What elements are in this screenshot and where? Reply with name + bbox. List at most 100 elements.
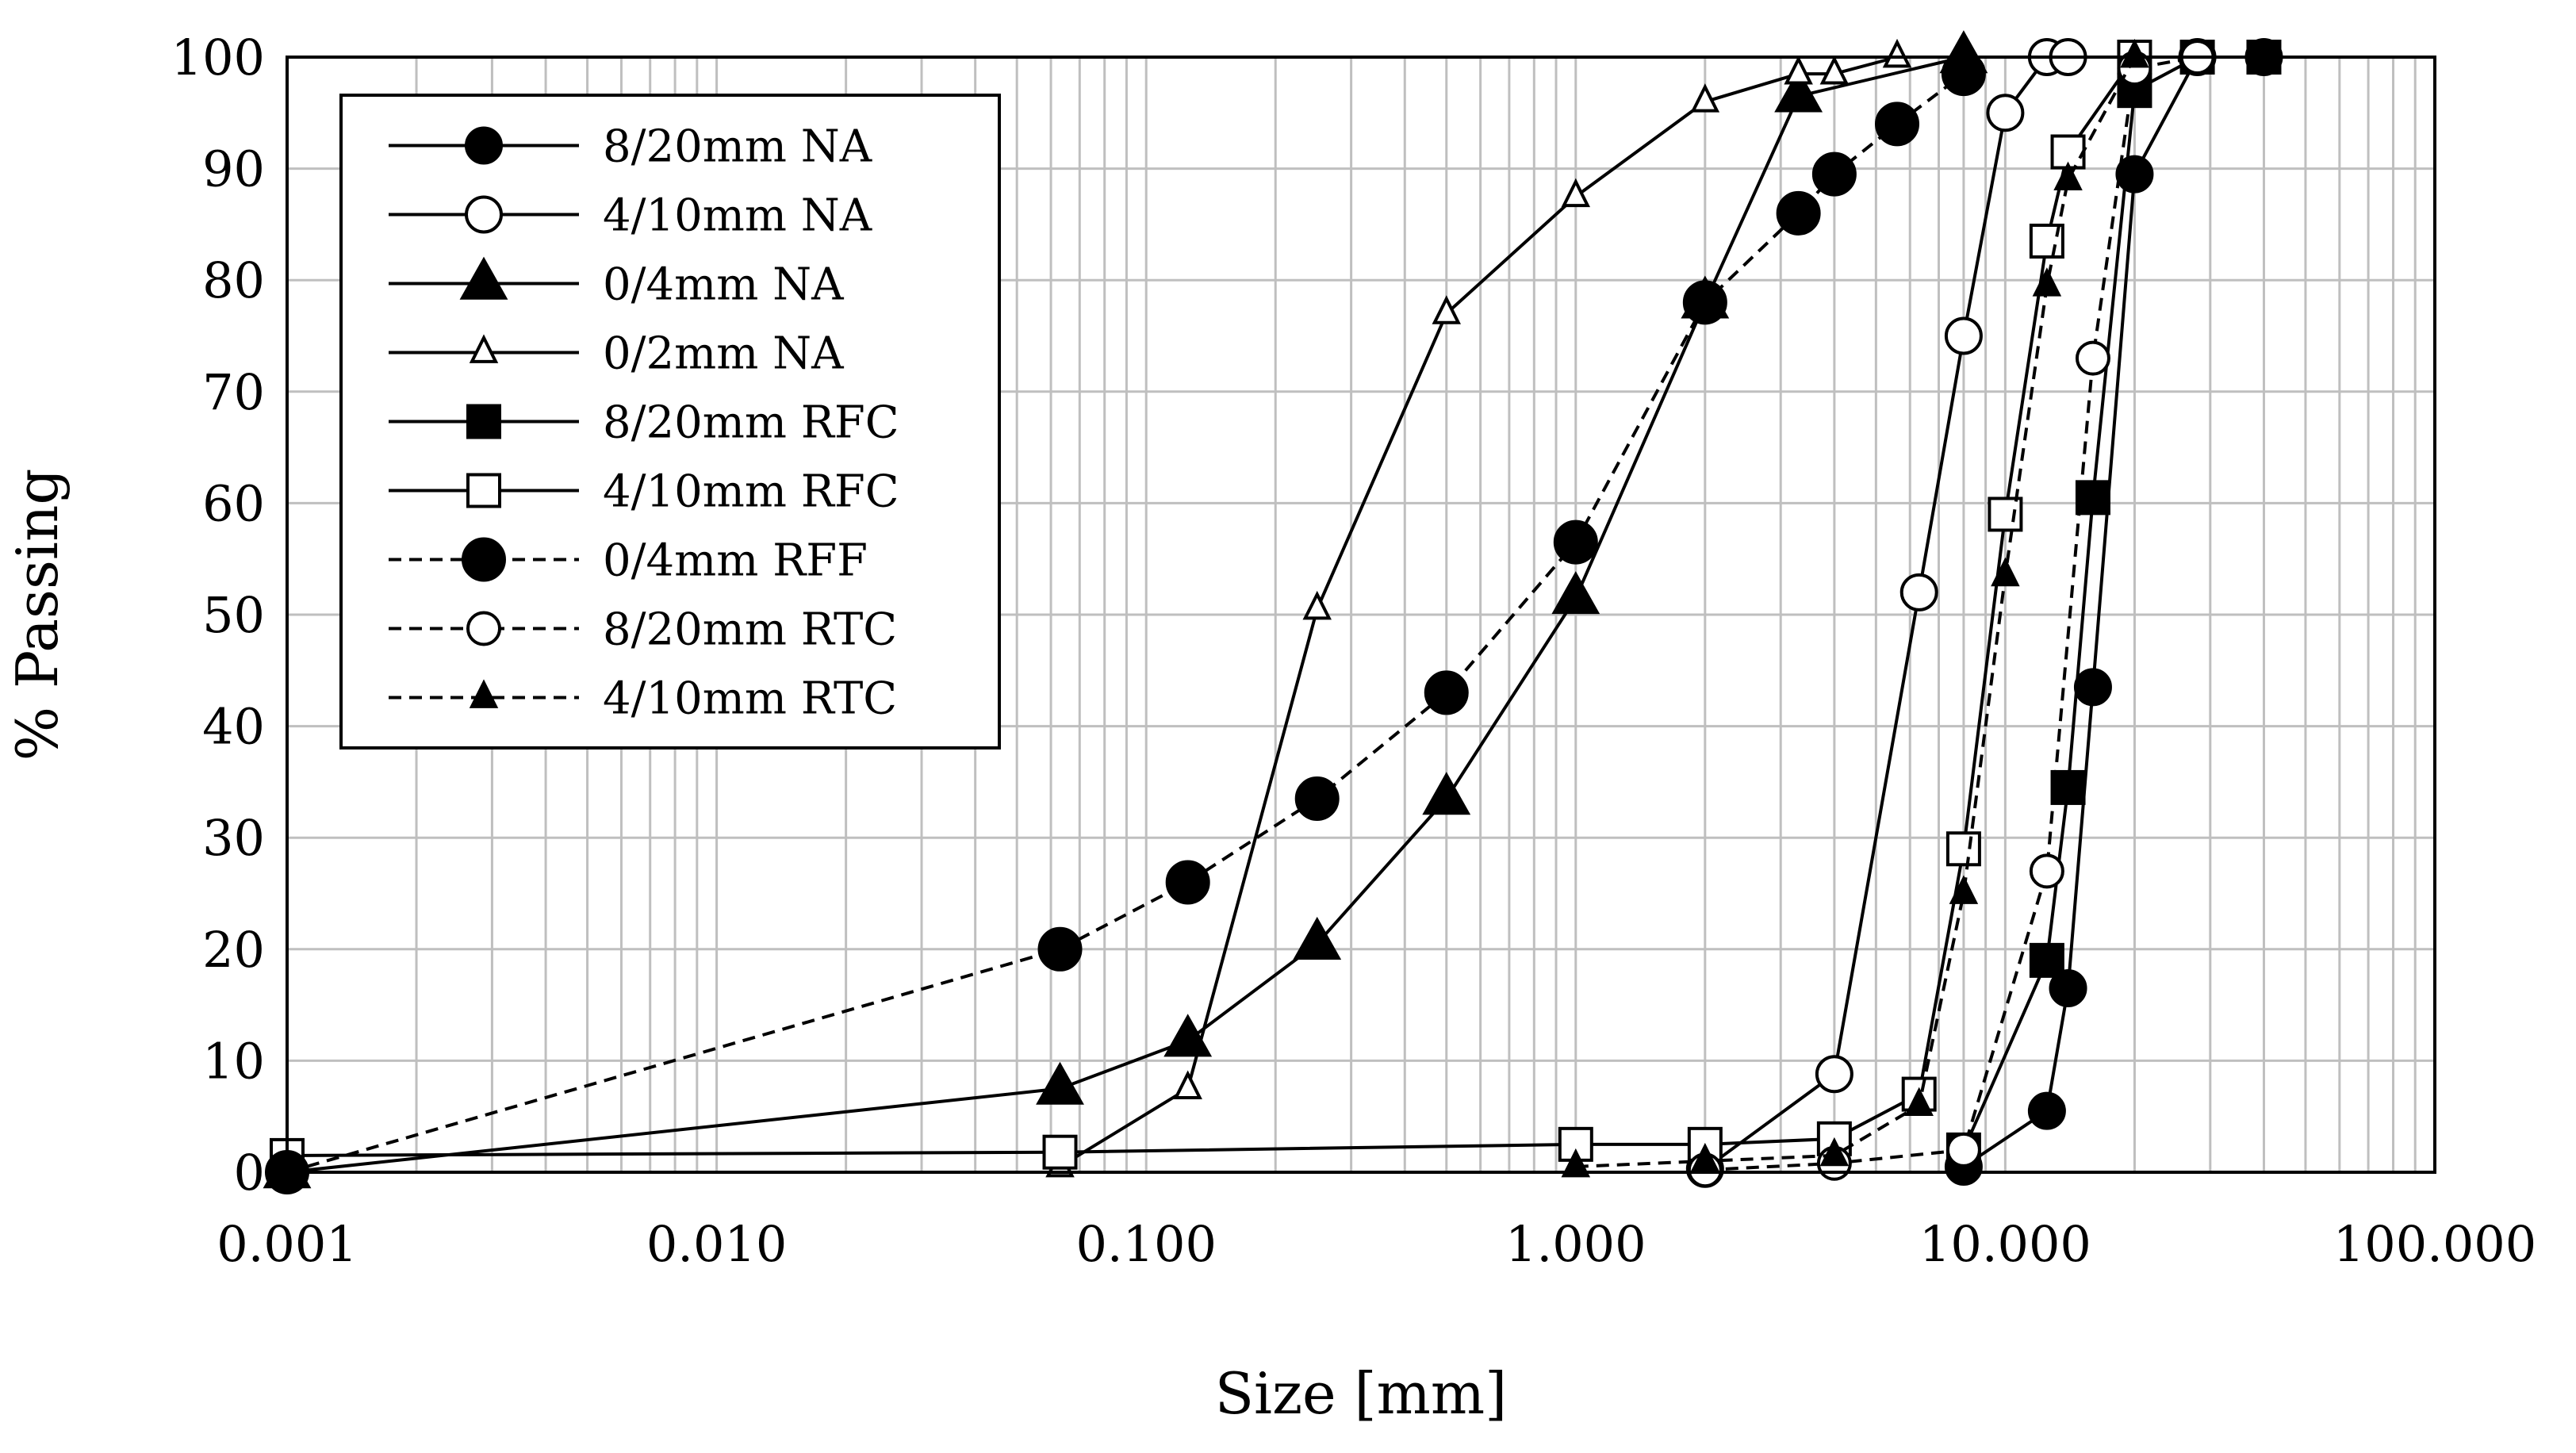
y-tick-label: 60 [202, 474, 265, 532]
legend-marker-sample [466, 404, 501, 439]
y-tick-label: 70 [202, 363, 265, 421]
x-tick-label: 0.100 [1075, 1215, 1217, 1273]
data-point-0-4mm-na [1036, 1061, 1084, 1105]
x-tick-label: 1.000 [1505, 1215, 1646, 1273]
legend-marker-sample [465, 195, 503, 234]
legend-entry-8-20mm-rtc: 8/20mm RTC [389, 604, 897, 656]
data-point-0-4mm-rff [1294, 776, 1340, 821]
legend-label: 4/10mm RFC [603, 466, 899, 518]
legend-entry-4-10mm-rtc: 4/10mm RTC [389, 673, 897, 725]
y-tick-label: 20 [202, 921, 265, 979]
data-point-8-20mm-rfc [2029, 942, 2064, 978]
data-point-0-4mm-rff [1776, 190, 1821, 236]
data-point-8-20mm-na [2073, 668, 2112, 707]
data-point-0-4mm-rff [1424, 670, 1469, 715]
legend-label: 4/10mm RTC [603, 673, 897, 725]
legend-marker-sample [462, 537, 506, 582]
data-series [263, 30, 2283, 1194]
data-point-0-4mm-rff [1037, 926, 1083, 972]
data-point-4-10mm-rtc [1819, 1137, 1850, 1167]
series-0-4mm-rff [265, 52, 1986, 1194]
legend-label: 8/20mm NA [603, 121, 872, 173]
data-point-0-2mm-na [1561, 178, 1591, 208]
data-point-0-4mm-rff [1941, 52, 1986, 97]
data-point-4-10mm-rfc [1042, 1134, 1078, 1170]
legend-marker-sample [469, 334, 499, 363]
series-4-10mm-rtc [1561, 38, 2149, 1178]
legend-entry-0-4mm-rff: 0/4mm RFF [389, 535, 868, 587]
data-point-4-10mm-rtc [1991, 557, 2020, 587]
legend-marker-sample [466, 473, 501, 508]
data-point-8-20mm-rtc [1945, 1132, 1981, 1167]
data-point-0-4mm-rff [1682, 280, 1727, 325]
data-point-0-4mm-rff [1875, 102, 1920, 147]
y-tick-label: 30 [202, 809, 265, 867]
y-tick-label: 10 [202, 1032, 265, 1090]
data-point-0-2mm-na [1690, 83, 1720, 113]
data-point-4-10mm-rfc [1988, 496, 2023, 532]
y-tick-label: 80 [202, 251, 265, 309]
y-tick-label: 50 [202, 586, 265, 644]
data-point-0-4mm-rff [1165, 860, 1210, 905]
y-tick-label: 90 [202, 140, 265, 198]
legend-label: 8/20mm RTC [603, 604, 897, 656]
legend: 8/20mm NA 4/10mm NA 0/4mm NA 0/2mm NA 8/20mm… [339, 94, 1001, 750]
data-point-0-2mm-na [1173, 1070, 1202, 1099]
legend-marker-sample [465, 126, 503, 165]
data-point-0-2mm-na [1432, 295, 1461, 324]
data-point-4-10mm-rtc [2032, 267, 2062, 297]
series-0-2mm-na [1045, 38, 1912, 1178]
data-point-0-2mm-na [1302, 590, 1332, 620]
legend-entry-4-10mm-na: 4/10mm NA [389, 190, 872, 242]
data-point-4-10mm-na [1899, 573, 1938, 611]
data-point-8-20mm-rfc [2050, 769, 2086, 805]
legend-marker-sample [469, 679, 499, 708]
x-tick-label: 0.001 [217, 1215, 358, 1273]
data-point-8-20mm-na [2049, 969, 2087, 1008]
y-tick-label: 40 [202, 698, 265, 756]
x-tick-label: 10.000 [1919, 1215, 2091, 1273]
data-point-4-10mm-rtc [1561, 1148, 1591, 1178]
data-point-0-2mm-na [1882, 38, 1912, 68]
data-point-0-4mm-na [1551, 571, 1600, 615]
y-tick-label: 0 [234, 1144, 265, 1202]
data-point-8-20mm-rtc [2029, 853, 2064, 889]
data-point-0-4mm-na [1293, 916, 1342, 960]
x-tick-label: 0.010 [646, 1215, 788, 1273]
legend-entry-0-2mm-na: 0/2mm NA [389, 328, 844, 380]
data-point-4-10mm-rtc [1904, 1087, 1934, 1117]
data-point-0-4mm-na [1774, 69, 1823, 113]
legend-label: 0/4mm RFF [603, 535, 868, 587]
legend-marker-sample [459, 256, 508, 300]
legend-label: 8/20mm RFC [603, 397, 899, 449]
series-line-4-10mm-rtc [1575, 56, 2137, 1168]
y-axis-title: % Passing [4, 469, 71, 761]
data-point-4-10mm-na [1815, 1055, 1853, 1094]
data-point-8-20mm-rtc [2075, 340, 2110, 376]
data-point-4-10mm-rtc [1949, 875, 1979, 904]
legend-entry-8-20mm-na: 8/20mm NA [389, 121, 872, 173]
data-point-4-10mm-na [1944, 316, 1983, 355]
data-point-4-10mm-na [1986, 94, 2025, 132]
data-point-0-4mm-rff [1553, 519, 1598, 565]
legend-entry-4-10mm-rfc: 4/10mm RFC [389, 466, 899, 518]
legend-label: 4/10mm NA [603, 190, 872, 242]
axis-tick-labels: 0.001 0.010 0.100 1.000 10.000 100.000 0 10 20 30… [171, 29, 2537, 1273]
legend-label: 0/2mm NA [603, 328, 844, 380]
data-point-0-2mm-na [1819, 56, 1850, 85]
x-tick-label: 100.000 [2333, 1215, 2536, 1273]
legend-entry-8-20mm-rfc: 8/20mm RFC [389, 397, 899, 449]
legend-label: 0/4mm NA [603, 259, 844, 311]
y-tick-label: 100 [171, 29, 265, 86]
data-point-0-4mm-rff [1811, 151, 1857, 197]
x-axis-title: Size [mm] [1215, 1360, 1508, 1427]
data-point-8-20mm-na [2027, 1091, 2066, 1130]
data-point-4-10mm-rtc [2120, 38, 2149, 68]
data-point-4-10mm-rtc [1690, 1142, 1720, 1172]
data-point-0-4mm-na [1422, 772, 1471, 815]
data-point-0-2mm-na [1784, 56, 1813, 85]
data-point-4-10mm-rfc [1945, 831, 1981, 867]
plot-area-frame [286, 56, 2436, 1174]
legend-entry-0-4mm-na: 0/4mm NA [389, 256, 844, 311]
